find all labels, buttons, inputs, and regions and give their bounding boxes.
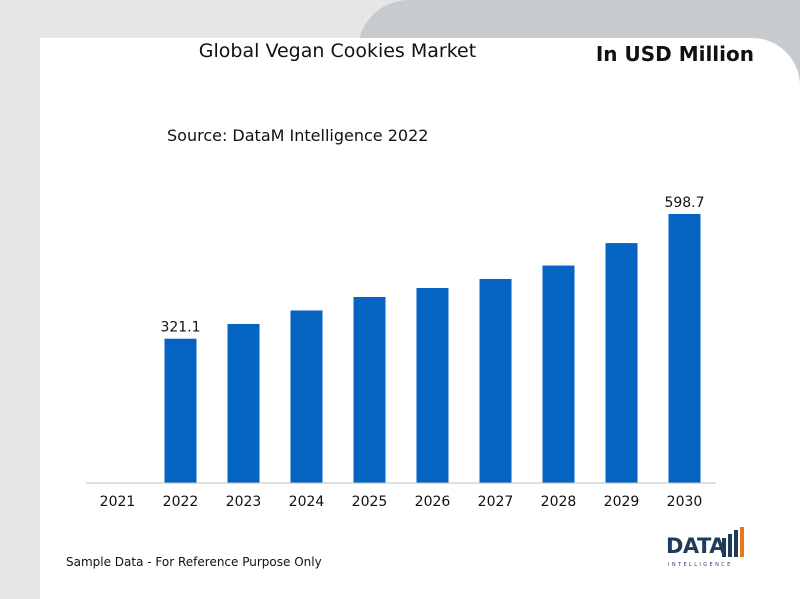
bar-2024 <box>290 310 323 483</box>
bar-2023 <box>227 323 260 483</box>
chart-title: Global Vegan Cookies Market <box>198 40 477 62</box>
bar-2025 <box>353 296 386 483</box>
sample-data-note: Sample Data - For Reference Purpose Only <box>66 555 322 569</box>
data-label-2030: 598.7 <box>664 195 704 211</box>
x-tick-2022: 2022 <box>163 494 199 510</box>
x-tick-labels: 2021 2022 2023 2024 2025 2026 2027 2028 2029 2030 <box>100 494 703 510</box>
logo-bars-icon <box>722 527 744 557</box>
data-labels: 321.1 598.7 <box>160 195 704 336</box>
x-tick-2030: 2030 <box>667 494 703 510</box>
x-tick-2028: 2028 <box>541 494 577 510</box>
x-tick-2029: 2029 <box>604 494 640 510</box>
unit-label: In USD Million <box>595 42 754 66</box>
logo-wordmark: DATA <box>666 534 726 558</box>
x-tick-2023: 2023 <box>226 494 262 510</box>
bar-2027 <box>479 279 512 483</box>
logo-subtext: INTELLIGENCE <box>668 562 733 568</box>
x-tick-2026: 2026 <box>415 494 451 510</box>
source-label: Source: DataM Intelligence 2022 <box>167 126 429 145</box>
bar-2022 <box>164 338 197 483</box>
bar-2026 <box>416 288 449 483</box>
data-label-2022: 321.1 <box>160 320 200 336</box>
bar-2030 <box>668 214 701 483</box>
bars-group <box>164 214 701 483</box>
datam-logo: DATA INTELLIGENCE <box>664 526 754 574</box>
x-tick-2021: 2021 <box>100 494 136 510</box>
bar-2028 <box>542 265 575 483</box>
x-tick-2024: 2024 <box>289 494 325 510</box>
x-tick-2025: 2025 <box>352 494 388 510</box>
x-tick-2027: 2027 <box>478 494 514 510</box>
bar-2029 <box>605 243 638 483</box>
